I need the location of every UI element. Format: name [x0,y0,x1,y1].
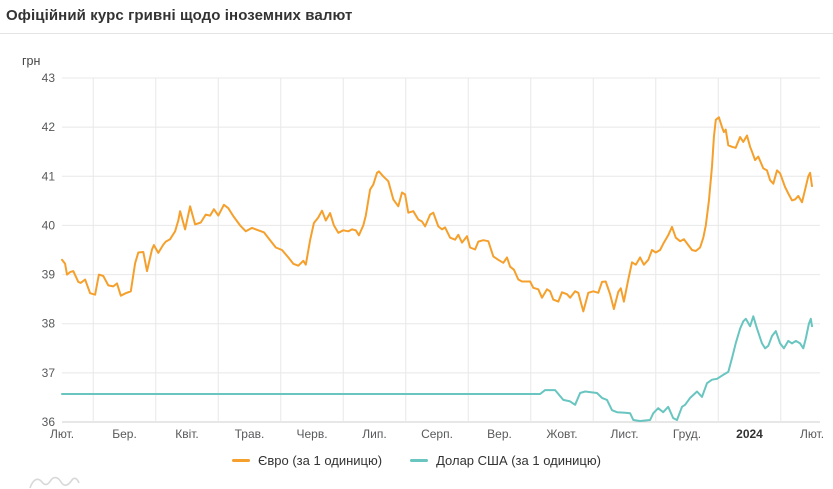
svg-text:Жовт.: Жовт. [546,427,577,441]
svg-text:Черв.: Черв. [296,427,327,441]
svg-text:Трав.: Трав. [235,427,265,441]
legend-label-usd: Долар США (за 1 одиницю) [436,453,601,468]
svg-text:38: 38 [42,317,56,331]
svg-text:Вер.: Вер. [487,427,512,441]
svg-text:Лист.: Лист. [610,427,638,441]
svg-text:Серп.: Серп. [421,427,453,441]
svg-text:42: 42 [42,120,56,134]
svg-text:40: 40 [42,218,56,232]
legend-label-euro: Євро (за 1 одиницю) [258,453,383,468]
svg-text:2024: 2024 [736,427,763,441]
svg-text:Бер.: Бер. [112,427,137,441]
svg-text:Лип.: Лип. [362,427,386,441]
page-title: Офіційний курс гривні щодо іноземних вал… [6,7,353,24]
euro-line-marker [232,459,251,462]
y-axis-unit-label: грн [22,54,41,68]
svg-text:36: 36 [42,415,56,429]
svg-text:37: 37 [42,366,56,380]
legend-item-euro[interactable]: Євро (за 1 одиницю) [232,453,382,468]
legend-item-usd[interactable]: Долар США (за 1 одиницю) [410,453,601,468]
svg-text:Лют.: Лют. [800,427,824,441]
svg-text:43: 43 [42,71,56,85]
svg-text:39: 39 [42,268,56,282]
svg-text:Лют.: Лют. [50,427,74,441]
svg-text:Квіт.: Квіт. [175,427,199,441]
svg-text:41: 41 [42,169,56,183]
usd-line-marker [410,459,429,462]
next-section-sparkline-hint [29,476,80,489]
title-divider [0,33,833,34]
chart-legend: Євро (за 1 одиницю) Долар США (за 1 один… [0,453,833,468]
svg-text:Груд.: Груд. [673,427,701,441]
